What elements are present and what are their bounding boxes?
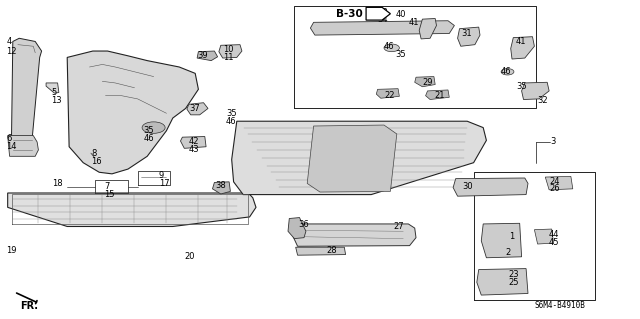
Polygon shape (426, 90, 449, 100)
Text: 5: 5 (51, 88, 56, 97)
Polygon shape (545, 176, 573, 190)
Text: 6: 6 (6, 134, 12, 143)
Polygon shape (197, 51, 218, 61)
Text: 26: 26 (549, 184, 560, 193)
Text: 45: 45 (549, 238, 559, 247)
Text: 28: 28 (326, 246, 337, 255)
Text: 7: 7 (104, 182, 109, 191)
Text: 11: 11 (223, 53, 233, 62)
Polygon shape (293, 224, 416, 246)
Polygon shape (288, 218, 306, 239)
Text: 12: 12 (6, 47, 17, 56)
Polygon shape (453, 178, 528, 196)
Text: B-30: B-30 (336, 9, 363, 19)
Text: 35: 35 (516, 82, 527, 91)
Polygon shape (12, 38, 42, 147)
Text: 21: 21 (434, 91, 444, 100)
Circle shape (142, 122, 165, 133)
Text: 29: 29 (422, 78, 433, 87)
Polygon shape (296, 247, 346, 255)
Polygon shape (419, 19, 436, 39)
Text: 13: 13 (51, 96, 62, 105)
Polygon shape (477, 269, 528, 295)
Text: 18: 18 (52, 179, 63, 188)
Text: 46: 46 (384, 42, 395, 51)
Text: 27: 27 (394, 222, 404, 231)
Text: 20: 20 (184, 252, 195, 261)
Circle shape (501, 69, 514, 75)
Text: 35: 35 (226, 109, 237, 118)
Text: 24: 24 (549, 177, 559, 186)
Text: 35: 35 (143, 126, 154, 135)
Text: 1: 1 (509, 232, 514, 241)
Polygon shape (67, 51, 198, 174)
Polygon shape (376, 89, 399, 98)
Circle shape (384, 44, 399, 52)
Polygon shape (481, 223, 522, 258)
Text: 41: 41 (408, 18, 419, 27)
Text: 38: 38 (216, 181, 227, 189)
Text: 46: 46 (500, 67, 511, 76)
Polygon shape (458, 27, 480, 46)
Polygon shape (212, 182, 230, 194)
Polygon shape (187, 103, 208, 115)
Text: 25: 25 (509, 278, 519, 287)
Text: FR.: FR. (20, 301, 38, 311)
Polygon shape (415, 77, 435, 87)
Polygon shape (307, 125, 397, 192)
Text: 19: 19 (6, 246, 17, 255)
Text: 15: 15 (104, 190, 115, 199)
Text: 32: 32 (538, 96, 548, 105)
Polygon shape (8, 136, 38, 156)
Text: 30: 30 (462, 182, 473, 191)
Text: 34: 34 (378, 15, 388, 24)
Polygon shape (366, 7, 390, 20)
Polygon shape (8, 193, 256, 226)
Text: 44: 44 (549, 230, 559, 239)
Text: 31: 31 (461, 29, 472, 38)
Polygon shape (370, 10, 384, 19)
Polygon shape (310, 21, 454, 35)
Text: 37: 37 (189, 104, 200, 113)
Polygon shape (511, 37, 534, 59)
Text: 17: 17 (159, 179, 170, 188)
Polygon shape (219, 45, 242, 58)
Text: 41: 41 (516, 37, 526, 46)
Text: 39: 39 (197, 51, 208, 60)
Text: 23: 23 (509, 271, 520, 279)
Text: S6M4-B4910B: S6M4-B4910B (534, 301, 585, 310)
Text: 40: 40 (396, 10, 406, 19)
Text: 8: 8 (91, 149, 96, 158)
Text: 9: 9 (159, 171, 164, 180)
Text: 46: 46 (143, 134, 154, 143)
Text: 14: 14 (6, 142, 17, 151)
Text: 46: 46 (226, 117, 237, 126)
Text: 33: 33 (378, 8, 388, 17)
Polygon shape (46, 83, 59, 93)
Text: 3: 3 (550, 137, 556, 146)
Text: 35: 35 (396, 50, 406, 59)
Text: 43: 43 (189, 145, 200, 154)
Text: 42: 42 (189, 137, 199, 146)
Polygon shape (534, 229, 554, 244)
Text: 10: 10 (223, 45, 233, 54)
Text: 16: 16 (91, 157, 102, 166)
Polygon shape (522, 82, 549, 100)
Text: 22: 22 (384, 91, 394, 100)
Polygon shape (180, 137, 206, 148)
Text: 36: 36 (298, 220, 309, 229)
Text: 2: 2 (506, 248, 511, 256)
Text: 4: 4 (6, 37, 12, 46)
Polygon shape (232, 121, 486, 195)
